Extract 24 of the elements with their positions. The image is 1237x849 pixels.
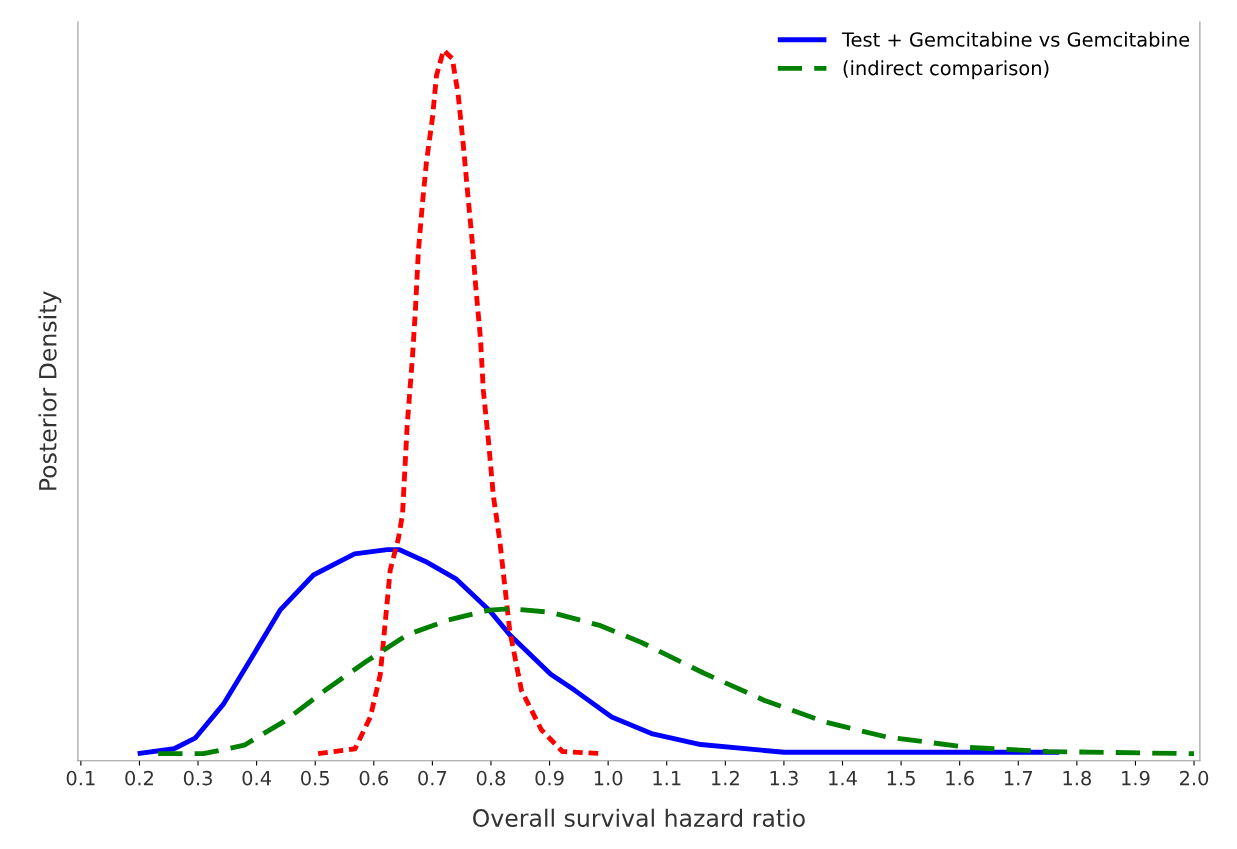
x-tick-label: 0.6 [359, 770, 389, 786]
x-tick-label: 1.8 [1063, 770, 1091, 786]
x-tick-label: 1.2 [712, 770, 739, 786]
x-tick-label: 1.3 [770, 770, 798, 786]
x-tick-label: 1.7 [1004, 771, 1033, 786]
x-tick-label: 0.1 [66, 770, 95, 786]
legend-label: (indirect comparison) [843, 60, 1049, 80]
x-tick-label: 0.5 [301, 770, 329, 786]
y-axis-title: Posterior Density [38, 291, 62, 490]
x-tick-label: 1.4 [829, 771, 857, 786]
x-tick-label: 1.6 [946, 770, 974, 786]
x-tick-label: 1.1 [653, 771, 681, 786]
x-tick-label: 0.7 [418, 770, 447, 786]
x-tick-label: 1.5 [887, 771, 915, 786]
x-tick-label: 0.2 [125, 770, 153, 786]
x-tick-label: 0.9 [535, 770, 564, 786]
x-tick-label: 1.0 [594, 770, 623, 786]
x-tick-label: 0.8 [476, 770, 506, 786]
x-tick-label: 1.9 [1122, 770, 1150, 786]
x-tick-label: 0.3 [183, 770, 212, 786]
x-axis-title: Overall survival hazard ratio [473, 808, 805, 827]
x-tick-label: 2.0 [1179, 770, 1209, 786]
legend-label: Test + Gemcitabine vs Gemcitabine [841, 31, 1190, 47]
x-tick-label: 0.4 [242, 770, 271, 786]
